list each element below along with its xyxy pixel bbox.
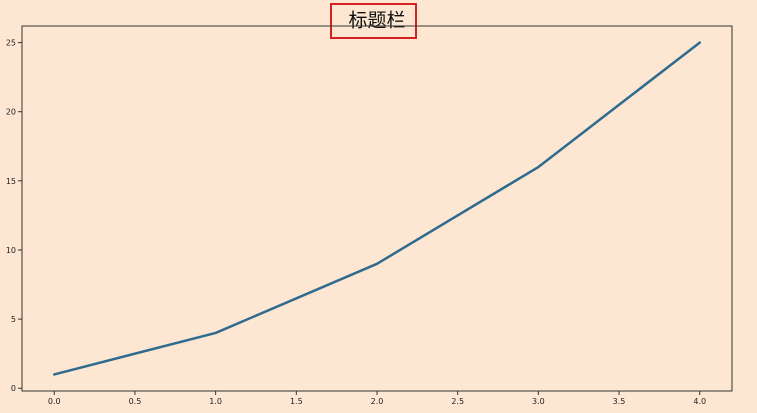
x-tick-label: 2.5	[451, 397, 464, 406]
x-tick-label: 2.0	[371, 397, 384, 406]
y-tick-label: 5	[11, 315, 16, 324]
y-axis: 0 5 10 15 20 25	[6, 39, 22, 393]
x-tick-label: 4.0	[693, 397, 706, 406]
y-tick-label: 20	[6, 108, 16, 117]
x-tick-label: 1.0	[209, 397, 222, 406]
x-tick-label: 1.5	[290, 397, 303, 406]
x-tick-label: 0.0	[48, 397, 61, 406]
series-layer	[53, 41, 701, 376]
y-tick-label: 0	[11, 384, 16, 393]
x-axis: 0.0 0.5 1.0 1.5 2.0 2.5 3.0 3.5 4.0	[48, 391, 706, 406]
title-highlight-box	[330, 3, 417, 39]
y-tick-label: 25	[6, 39, 16, 48]
series-line	[53, 41, 701, 376]
x-tick-label: 3.5	[613, 397, 626, 406]
chart-title: 标题栏	[348, 10, 405, 32]
y-tick-label: 15	[6, 177, 16, 186]
x-tick-label: 3.0	[532, 397, 545, 406]
y-tick-label: 10	[6, 246, 16, 255]
x-tick-label: 0.5	[129, 397, 142, 406]
